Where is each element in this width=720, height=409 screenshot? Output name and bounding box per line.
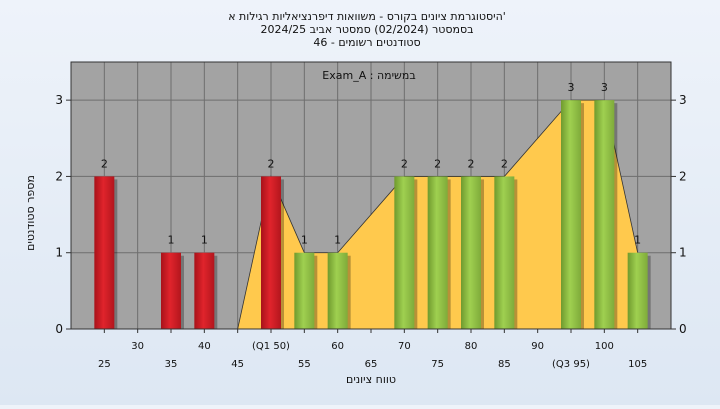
y-tick-label-right: 0 bbox=[679, 322, 687, 336]
bar-70 bbox=[394, 176, 415, 329]
x-tick-label: (Q3 95) bbox=[552, 359, 590, 370]
bar-value-label: 1 bbox=[201, 234, 208, 247]
bar-value-label: 2 bbox=[501, 157, 508, 170]
x-tick-label: 85 bbox=[498, 359, 511, 370]
bar-80 bbox=[461, 176, 481, 329]
bar-value-label: 3 bbox=[568, 81, 575, 94]
bar-85 bbox=[494, 176, 515, 329]
bar-value-label: 1 bbox=[634, 234, 641, 247]
bar-value-label: 1 bbox=[168, 234, 175, 247]
x-tick-label: 75 bbox=[431, 359, 444, 370]
chart-title-line3: 46 - סטודנטים רשומים bbox=[313, 36, 420, 49]
bar-95 bbox=[561, 100, 581, 330]
bar-75 bbox=[427, 176, 448, 329]
bar-value-label: 2 bbox=[401, 157, 408, 170]
x-tick-label: 70 bbox=[398, 341, 411, 352]
bar-value-label: 2 bbox=[101, 157, 108, 170]
chart-annotation: Exam_A : במשימה bbox=[322, 69, 415, 82]
x-axis-label: טווח ציונים bbox=[346, 373, 396, 386]
y-tick-label-left: 2 bbox=[55, 169, 63, 183]
y-axis-label: מספר סטודנטים bbox=[24, 175, 37, 251]
x-tick-label: 90 bbox=[531, 341, 544, 352]
bar-value-label: 1 bbox=[334, 234, 341, 247]
bar-55 bbox=[294, 252, 315, 329]
x-tick-label: (Q1 50) bbox=[252, 341, 290, 352]
chart-title-line2: בסמסטר (02/2024) סמסטר אביב 2024/25 bbox=[260, 23, 473, 36]
x-tick-label: 45 bbox=[231, 359, 244, 370]
y-tick-label-left: 1 bbox=[55, 246, 63, 260]
bar-50 bbox=[261, 176, 281, 329]
y-tick-label-right: 2 bbox=[679, 169, 687, 183]
bar-40 bbox=[194, 252, 215, 329]
x-tick-label: 35 bbox=[165, 359, 178, 370]
y-tick-label-left: 3 bbox=[55, 93, 63, 107]
x-tick-label: 65 bbox=[365, 359, 378, 370]
bar-value-label: 2 bbox=[434, 157, 441, 170]
bar-value-label: 2 bbox=[468, 157, 475, 170]
y-tick-label-right: 3 bbox=[679, 93, 687, 107]
x-tick-label: 25 bbox=[98, 359, 111, 370]
y-tick-label-left: 0 bbox=[55, 322, 63, 336]
x-tick-label: 100 bbox=[595, 341, 614, 352]
y-tick-label-right: 1 bbox=[679, 246, 687, 260]
x-tick-label: 30 bbox=[131, 341, 144, 352]
bar-35 bbox=[161, 252, 181, 329]
bar-value-label: 2 bbox=[268, 157, 275, 170]
x-tick-label: 60 bbox=[331, 341, 344, 352]
bar-60 bbox=[327, 252, 348, 329]
chart-title-line1: היסטוגרמת ציונים בקורס - משוואות דיפרנצי… bbox=[228, 10, 506, 23]
bar-100 bbox=[594, 100, 615, 330]
x-tick-label: 105 bbox=[628, 359, 647, 370]
bar-value-label: 3 bbox=[601, 81, 608, 94]
bar-25 bbox=[94, 176, 115, 329]
bar-value-label: 1 bbox=[301, 234, 308, 247]
x-tick-label: 80 bbox=[465, 341, 478, 352]
x-tick-label: 55 bbox=[298, 359, 311, 370]
bar-105 bbox=[627, 252, 648, 329]
x-tick-label: 40 bbox=[198, 341, 211, 352]
